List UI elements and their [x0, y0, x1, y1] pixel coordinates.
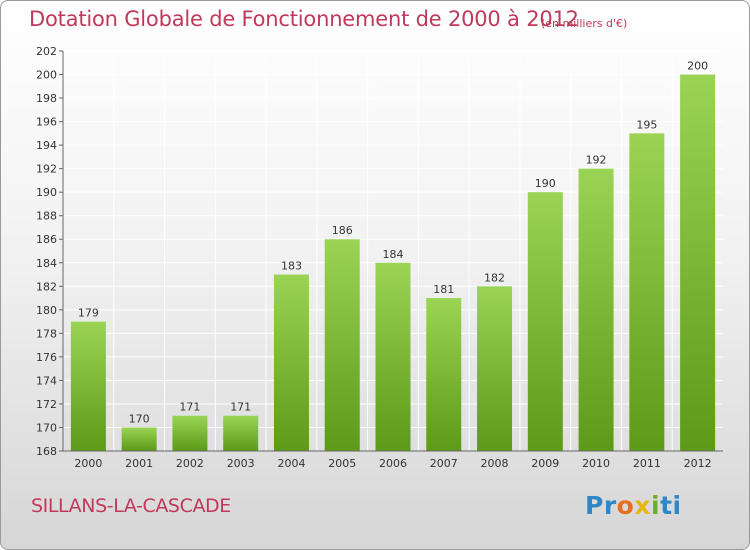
y-tick-label: 168 — [36, 445, 57, 458]
data-label: 200 — [687, 60, 708, 73]
y-tick-label: 188 — [36, 210, 57, 223]
bar — [223, 415, 259, 451]
x-tick-label: 2000 — [74, 457, 102, 470]
y-tick-label: 182 — [36, 280, 57, 293]
y-tick-label: 194 — [36, 139, 57, 152]
bar — [527, 192, 563, 452]
x-tick-label: 2011 — [633, 457, 661, 470]
x-tick-label: 2005 — [328, 457, 356, 470]
data-label: 171 — [179, 401, 200, 414]
chart-title: Dotation Globale de Fonctionnement de 20… — [29, 7, 579, 31]
x-tick-label: 2009 — [531, 457, 559, 470]
x-tick-label: 2007 — [430, 457, 458, 470]
data-label: 186 — [332, 224, 353, 237]
data-label: 179 — [78, 307, 99, 320]
x-tick-label: 2008 — [481, 457, 509, 470]
data-label: 184 — [383, 248, 404, 261]
place-name: SILLANS-LA-CASCADE — [31, 495, 231, 517]
x-tick-label: 2006 — [379, 457, 407, 470]
x-tick-label: 2004 — [277, 457, 305, 470]
y-tick-label: 176 — [36, 351, 57, 364]
bar — [172, 415, 208, 451]
data-label: 192 — [586, 154, 607, 167]
y-tick-label: 172 — [36, 398, 57, 411]
bar — [375, 262, 411, 451]
bar — [121, 427, 157, 451]
y-tick-label: 170 — [36, 421, 57, 434]
proxiti-logo: Proxiti — [585, 491, 682, 520]
bar — [324, 239, 360, 451]
bar — [273, 274, 309, 451]
x-tick-label: 2003 — [227, 457, 255, 470]
data-label: 182 — [484, 271, 505, 284]
y-tick-label: 174 — [36, 374, 57, 387]
y-tick-label: 190 — [36, 186, 57, 199]
bar — [426, 298, 462, 451]
data-label: 171 — [230, 401, 251, 414]
data-label: 181 — [433, 283, 454, 296]
bar — [578, 168, 614, 451]
y-tick-label: 186 — [36, 233, 57, 246]
axes: 1681701721741761781801821841861881901921… — [36, 45, 723, 470]
bar — [477, 286, 513, 451]
data-label: 195 — [636, 118, 657, 131]
y-tick-label: 192 — [36, 163, 57, 176]
x-tick-label: 2012 — [684, 457, 712, 470]
y-tick-label: 196 — [36, 116, 57, 129]
data-labels: 179 170 171 171 183 186 184 181 182 190 192 195 200 — [78, 60, 708, 426]
y-tick-label: 202 — [36, 45, 57, 58]
y-tick-label: 180 — [36, 304, 57, 317]
y-tick-label: 200 — [36, 69, 57, 82]
bar — [680, 74, 716, 451]
bar — [629, 133, 665, 451]
y-tick-label: 178 — [36, 327, 57, 340]
bar — [70, 321, 106, 451]
data-label: 170 — [129, 412, 150, 425]
x-tick-label: 2001 — [125, 457, 153, 470]
data-label: 190 — [535, 177, 556, 190]
x-tick-label: 2010 — [582, 457, 610, 470]
y-tick-label: 184 — [36, 257, 57, 270]
chart-subtitle: (en milliers d'€) — [541, 17, 628, 30]
x-tick-label: 2002 — [176, 457, 204, 470]
bars — [70, 74, 716, 452]
data-label: 183 — [281, 260, 302, 273]
y-tick-label: 198 — [36, 92, 57, 105]
